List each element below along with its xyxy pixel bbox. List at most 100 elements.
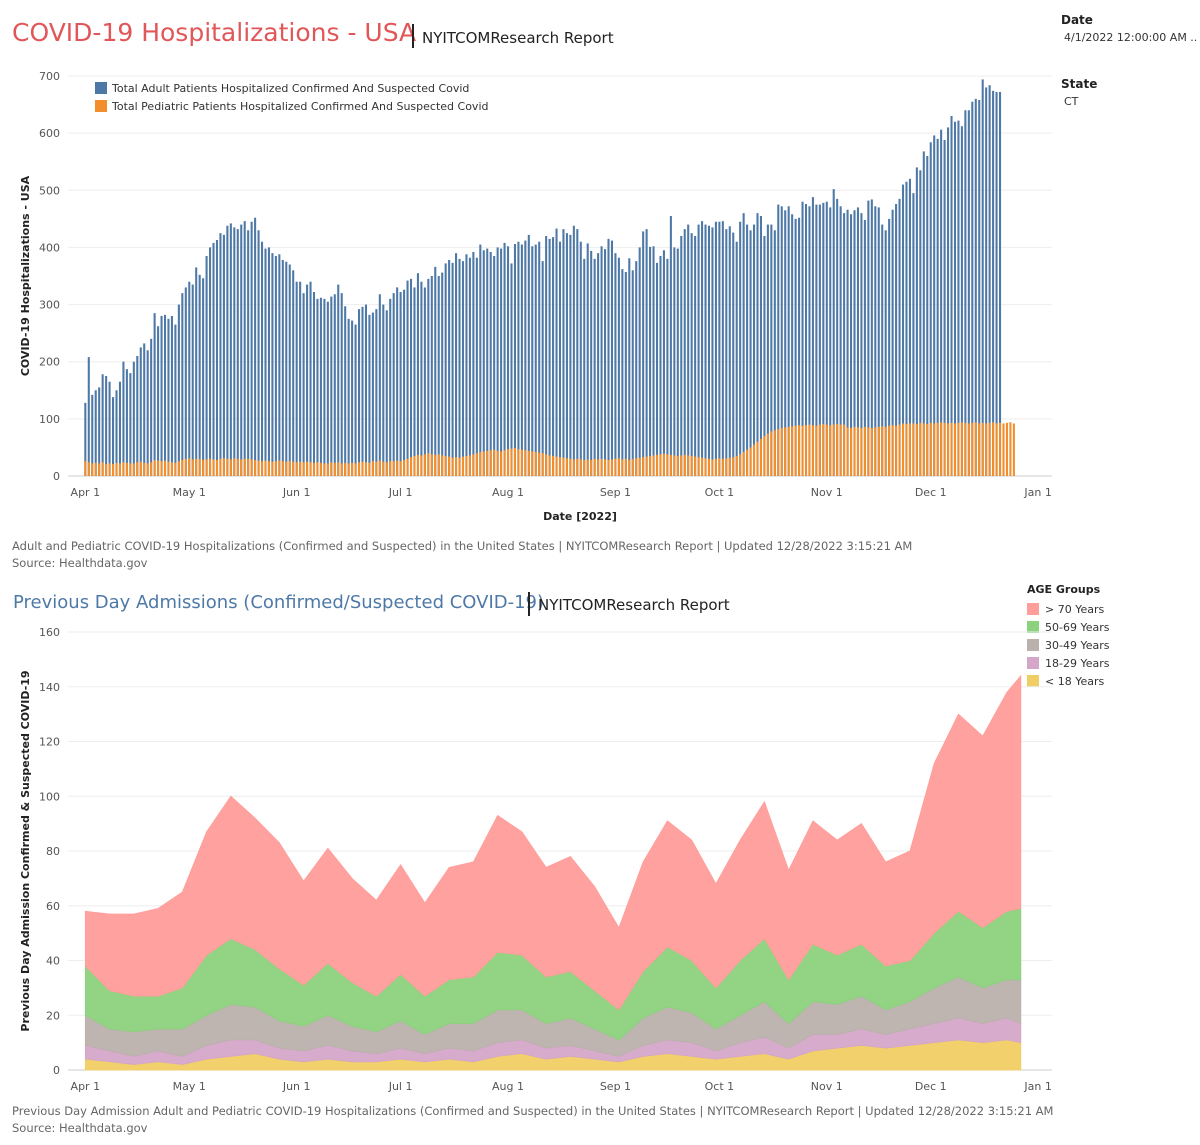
adult-bar [877, 207, 880, 476]
adult-bar [378, 294, 381, 476]
adult-bar [718, 221, 721, 476]
date-filter-value[interactable]: 4/1/2022 12:00:00 AM .. [1064, 31, 1198, 44]
adult-bar [597, 253, 600, 476]
pediatric-bar [423, 454, 426, 476]
adult-bar [368, 314, 371, 476]
pediatric-bar [985, 423, 988, 476]
adult-bar [721, 221, 724, 476]
x-tick-label: Oct 1 [705, 1080, 735, 1093]
pediatric-bar [728, 457, 731, 476]
adult-bar [254, 217, 257, 476]
x-tick-label: Dec 1 [915, 1080, 947, 1093]
adult-bar [347, 318, 350, 476]
adult-bar [278, 254, 281, 476]
adult-bar [527, 234, 530, 476]
pediatric-bar [579, 459, 582, 476]
pediatric-bar [694, 456, 697, 476]
y-tick-label: 80 [46, 845, 60, 858]
pediatric-bar [368, 462, 371, 476]
age-legend-item[interactable]: > 70 Years [1027, 600, 1109, 618]
adult-bar [922, 151, 925, 476]
pediatric-bar [326, 463, 329, 476]
pediatric-bar [752, 444, 756, 476]
y-tick-label: 400 [39, 241, 60, 254]
adult-bar [829, 207, 832, 476]
adult-bar [205, 256, 208, 476]
adult-bar [170, 316, 173, 476]
pediatric-bar [316, 462, 319, 476]
pediatric-bar [673, 455, 676, 476]
pediatric-bar [448, 456, 451, 476]
adult-bar [953, 121, 957, 476]
adult-bar [136, 356, 139, 476]
adult-bar [552, 237, 555, 476]
adult-bar [326, 301, 329, 476]
adult-bar [500, 248, 503, 476]
age-legend-item[interactable]: < 18 Years [1027, 672, 1109, 690]
adult-bar [451, 262, 454, 476]
pediatric-bar [163, 460, 167, 476]
pediatric-bar [614, 458, 617, 476]
pediatric-bar [635, 458, 638, 476]
pediatric-bar [811, 425, 814, 476]
pediatric-bar [288, 461, 291, 476]
adult-bar [863, 220, 866, 476]
pediatric-bar [250, 459, 253, 476]
adult-bar [971, 101, 974, 476]
y-tick-label: 140 [39, 681, 60, 694]
pediatric-bar [548, 455, 551, 476]
adult-bar [739, 221, 742, 476]
adult-bar [645, 229, 648, 476]
age-legend-item[interactable]: 30-49 Years [1027, 636, 1109, 654]
pediatric-bar [912, 423, 915, 476]
pediatric-bar [784, 427, 787, 476]
pediatric-bar [905, 424, 908, 476]
adult-bar [728, 226, 731, 476]
pediatric-bar [493, 449, 496, 476]
adult-bar [856, 207, 860, 476]
adult-bar [330, 296, 333, 476]
adult-bar [929, 142, 932, 476]
x-tick-label: Apr 1 [71, 486, 101, 499]
pediatric-bar [545, 454, 548, 476]
pediatric-bar [101, 462, 104, 476]
pediatric-bar [136, 462, 139, 476]
pediatric-bar [87, 462, 90, 476]
pediatric-bar [517, 449, 520, 476]
pediatric-bar [358, 462, 361, 476]
adult-bar [222, 234, 225, 476]
adult-bar [649, 246, 652, 476]
adult-bar [112, 397, 115, 476]
adult-bar [607, 238, 610, 476]
adult-bar [936, 138, 939, 476]
y-tick-label: 20 [46, 1009, 60, 1022]
age-legend-label: 30-49 Years [1045, 638, 1110, 652]
age-legend-item[interactable]: 50-69 Years [1027, 618, 1109, 636]
age-legend-item[interactable]: 18-29 Years [1027, 654, 1109, 672]
adult-bar [513, 244, 516, 476]
hospitalizations-bar-chart: 0 100 200 300 400 500 600 700 Apr 1 May 1 Jun 1 Ju… [19, 70, 1052, 523]
pediatric-bar [725, 458, 728, 476]
adult-bar [843, 213, 846, 476]
adult-bar [105, 376, 108, 476]
adult-bar [198, 274, 201, 476]
adult-bar [364, 304, 368, 476]
adult-bar [427, 278, 430, 476]
pediatric-bar [867, 427, 870, 476]
pediatric-bar [520, 449, 523, 476]
pediatric-bar [652, 455, 655, 476]
age-legend-swatch [1027, 603, 1039, 615]
adult-bar [209, 247, 212, 476]
pediatric-bar [947, 423, 950, 476]
pediatric-bar [132, 463, 135, 476]
pediatric-bar [118, 463, 122, 476]
state-filter-value[interactable]: CT [1064, 95, 1079, 108]
adult-bar [385, 310, 388, 476]
x-tick-label: Sep 1 [600, 486, 631, 499]
pediatric-bar [787, 426, 790, 476]
pediatric-bar [527, 450, 530, 476]
adult-bar [91, 394, 94, 476]
chart1-subtitle: NYITCOMResearch Report [422, 29, 614, 47]
adult-bar [628, 258, 631, 476]
chart2-source: Source: Healthdata.gov [12, 1121, 148, 1135]
